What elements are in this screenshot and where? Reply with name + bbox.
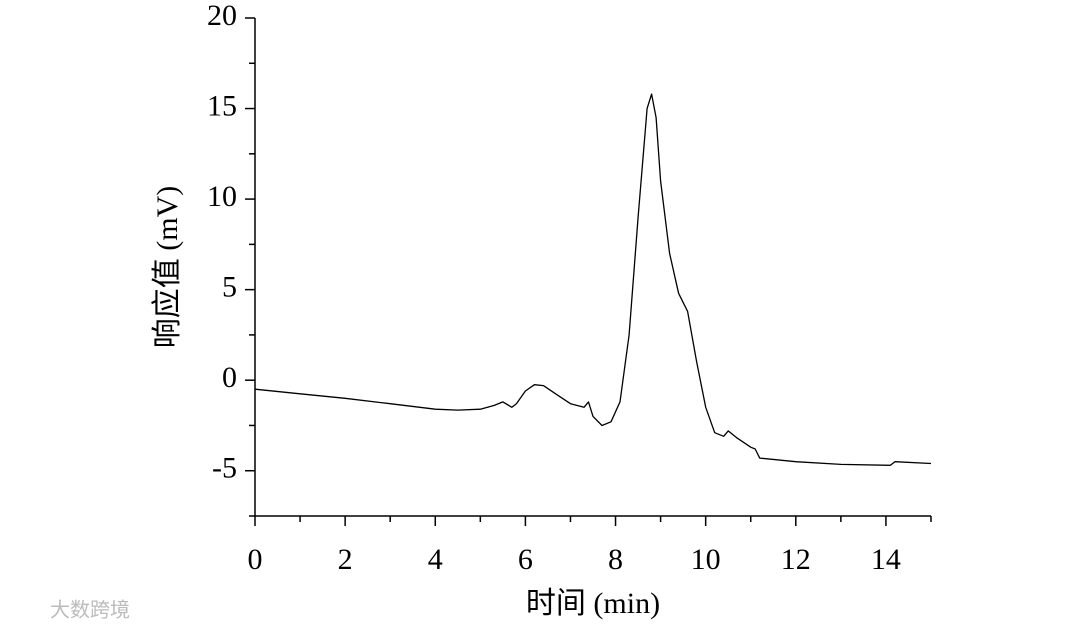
x-tick-label: 14 <box>871 543 901 576</box>
y-tick-label: -5 <box>212 452 237 485</box>
x-tick-label: 4 <box>428 543 443 576</box>
x-tick-label: 12 <box>781 543 811 576</box>
x-tick-label: 0 <box>248 543 263 576</box>
x-tick-label: 10 <box>691 543 721 576</box>
watermark: 大数跨境 <box>50 598 130 622</box>
y-tick-label: 20 <box>207 0 237 32</box>
y-tick-label: 15 <box>207 89 237 122</box>
y-tick-label: 0 <box>222 361 237 394</box>
x-tick-label: 8 <box>608 543 623 576</box>
line <box>254 93 932 466</box>
x-tick-label: 6 <box>518 543 533 576</box>
x-tick-label: 2 <box>338 543 353 576</box>
y-tick-label: 10 <box>207 180 237 213</box>
x-axis-label: 时间 (min) <box>526 587 660 620</box>
y-tick-label: 5 <box>222 271 237 304</box>
y-axis-label: 响应值 (mV) <box>151 186 184 348</box>
